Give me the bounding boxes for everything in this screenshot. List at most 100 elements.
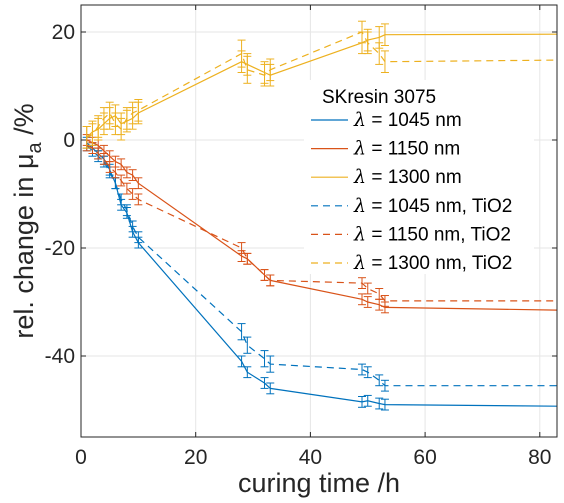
error-bar [94, 147, 103, 160]
error-bar [122, 107, 131, 130]
error-bar [243, 55, 252, 84]
legend-item: λ = 1300 nm [311, 166, 462, 188]
x-tick-label: 0 [75, 446, 87, 469]
error-bar [358, 363, 367, 376]
error-bar [117, 174, 126, 187]
legend-title: SKresin 3075 [322, 87, 436, 108]
error-bar [237, 323, 246, 341]
legend-series-name: = 1150 nm [366, 139, 460, 160]
legend-series-name: = 1300 nm [366, 167, 462, 188]
tick-marks [80, 5, 557, 437]
legend-item: λ = 1300 nm, TiO2 [311, 252, 512, 274]
legend-item: λ = 1150 nm, TiO2 [311, 223, 511, 245]
error-bar [260, 269, 269, 281]
error-bar [260, 350, 269, 368]
legend-lambda-symbol: λ [353, 166, 366, 188]
error-bar [358, 396, 367, 408]
error-bar [88, 123, 97, 146]
error-bar [105, 101, 114, 125]
error-bar [363, 296, 372, 308]
error-bar [375, 288, 384, 300]
y-tick-label: -20 [45, 237, 75, 260]
error-bar [375, 374, 384, 387]
error-bar [134, 231, 143, 244]
error-bar [128, 188, 137, 200]
error-bar [99, 107, 108, 130]
error-bar [363, 394, 372, 407]
error-bar [260, 63, 269, 87]
error-bar [380, 295, 389, 307]
legend-item: λ = 1045 nm, TiO2 [311, 195, 512, 217]
error-bar [260, 377, 269, 389]
error-bar [266, 58, 275, 82]
y-axis-label: rel. change in μa /% [9, 103, 46, 338]
error-bar [117, 117, 126, 141]
error-bar [243, 336, 252, 354]
legend-label: λ = 1300 nm, TiO2 [353, 252, 512, 274]
legend-lambda-symbol: λ [353, 195, 366, 217]
x-tick-label: 60 [413, 446, 436, 469]
error-bar [134, 99, 143, 122]
error-bar [111, 166, 120, 179]
error-bar [266, 355, 275, 373]
error-bar [380, 398, 389, 411]
legend: SKresin 3075 λ = 1045 nmλ = 1150 nmλ = 1… [304, 80, 534, 274]
error-bar [266, 382, 275, 395]
error-bar [363, 31, 372, 55]
legend-series-name: = 1300 nm, TiO2 [366, 253, 512, 274]
y-tick-label: 0 [63, 129, 75, 152]
y-tick-label: -40 [45, 345, 75, 368]
y-axis-label-subscript: a [24, 141, 46, 153]
error-bar [243, 252, 252, 265]
error-bar [237, 39, 246, 68]
error-bar [375, 397, 384, 410]
legend-lambda-symbol: λ [353, 252, 366, 274]
legend-label: λ = 1150 nm [353, 138, 460, 160]
error-bar [128, 169, 137, 181]
x-tick-label: 80 [528, 446, 551, 469]
error-bar [363, 366, 372, 379]
error-bar [94, 115, 103, 138]
error-bar [243, 366, 252, 379]
legend-label: λ = 1045 nm [353, 109, 462, 131]
error-bar [122, 182, 131, 195]
x-tick-label: 40 [299, 446, 322, 469]
plot-frame [80, 4, 558, 438]
legend-lambda-symbol: λ [353, 223, 366, 245]
legend-series-name: = 1150 nm, TiO2 [366, 224, 511, 245]
error-bar [358, 20, 367, 44]
legend-label: λ = 1300 nm [353, 166, 462, 188]
y-axis-label-main: rel. change in μ [9, 153, 39, 338]
error-bar [105, 161, 114, 173]
x-axis-label: curing time /h [238, 468, 400, 498]
legend-series-name: = 1045 nm [366, 110, 462, 131]
series-layer [82, 20, 558, 411]
series-6 [82, 20, 558, 149]
legend-label: λ = 1150 nm, TiO2 [353, 223, 511, 245]
error-bar [128, 101, 137, 125]
legend-item: λ = 1150 nm [311, 138, 460, 160]
error-bar [380, 379, 389, 392]
error-bar [375, 42, 384, 65]
error-bar [99, 153, 108, 165]
error-bar [117, 158, 126, 171]
error-bar [380, 50, 389, 73]
series-5 [82, 139, 557, 307]
legend-series-name: = 1045 nm, TiO2 [366, 196, 512, 217]
legend-lambda-symbol: λ [353, 109, 366, 131]
error-bar [380, 23, 389, 46]
error-bar [82, 126, 91, 149]
y-axis-label-unit: /% [9, 103, 39, 142]
x-tick-label: 20 [184, 446, 207, 469]
error-bar [111, 112, 120, 136]
error-bar [363, 282, 372, 295]
legend-label: λ = 1045 nm, TiO2 [353, 195, 512, 217]
error-bar [122, 204, 131, 217]
legend-item: λ = 1045 nm [311, 109, 462, 131]
legend-lambda-symbol: λ [353, 138, 366, 160]
y-tick-label: 20 [52, 21, 75, 44]
error-bar [266, 274, 275, 287]
error-bar [358, 277, 367, 289]
error-bar [122, 166, 131, 179]
